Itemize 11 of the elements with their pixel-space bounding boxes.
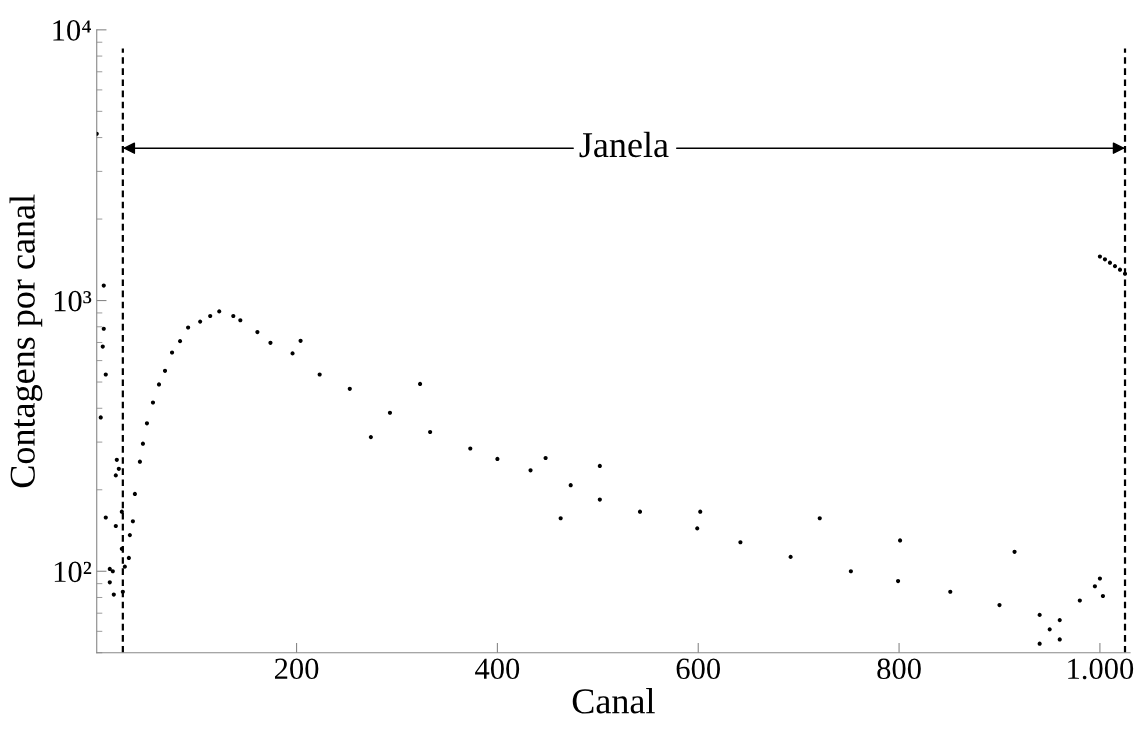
y-tick-label: 10⁴ <box>53 20 91 41</box>
y-axis-title: Contagens por canal <box>9 194 43 488</box>
x-tick-label: 800 <box>877 658 921 680</box>
x-tick-label: 400 <box>475 658 520 680</box>
y-tick-label: 10³ <box>54 290 92 312</box>
x-tick-label: 1.000 <box>1068 658 1134 680</box>
x-axis-title: Canal <box>572 688 655 714</box>
y-tick-label: 10² <box>54 561 92 583</box>
x-tick-label: 600 <box>676 658 720 680</box>
annotation: Janela <box>579 131 669 158</box>
x-tick-label: 200 <box>274 658 319 680</box>
